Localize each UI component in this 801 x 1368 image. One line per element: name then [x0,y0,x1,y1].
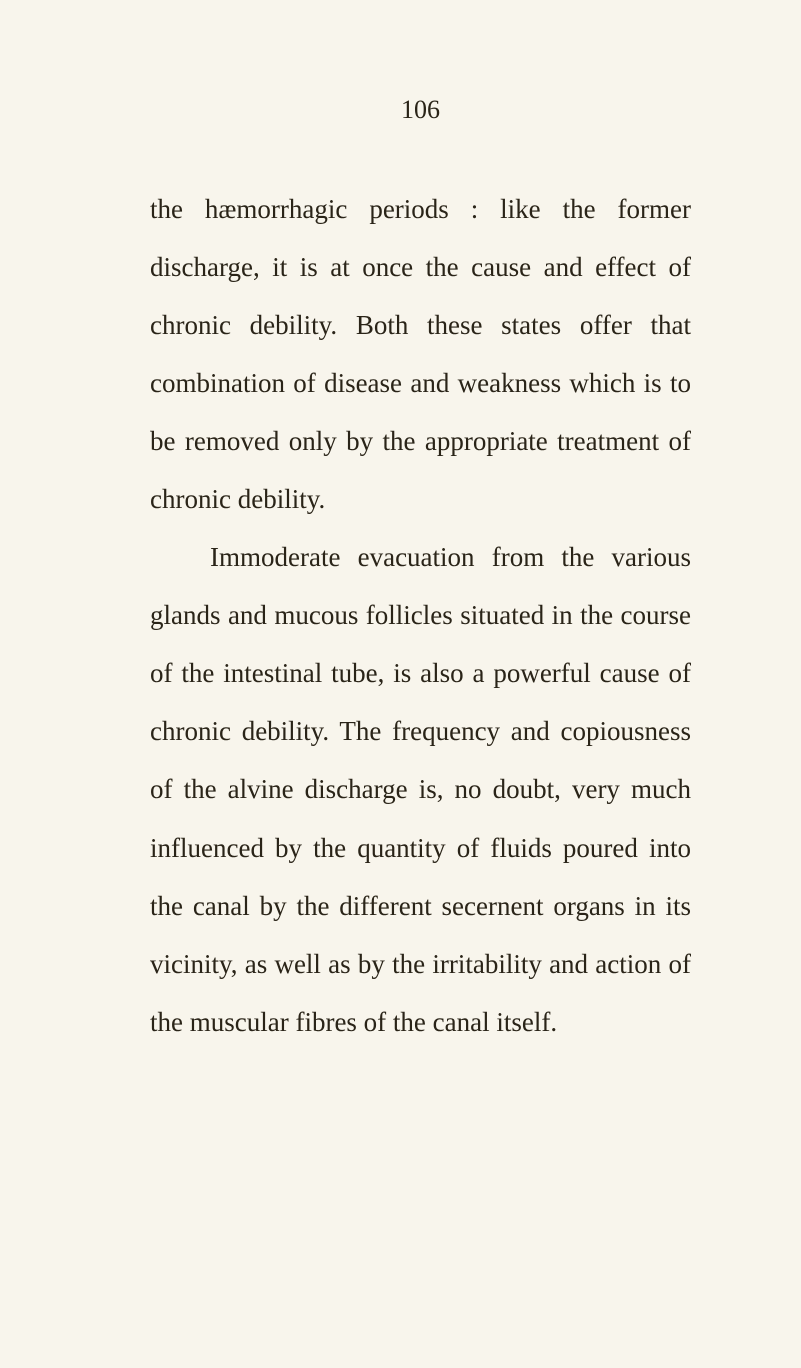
paragraph-2: Immoderate evacuation from the various g… [150,528,691,1050]
document-page: 106 the hæmorrhagic periods : like the f… [0,0,801,1368]
paragraph-1: the hæmorrhagic periods : like the forme… [150,180,691,528]
body-text-container: the hæmorrhagic periods : like the forme… [150,180,691,1051]
page-number: 106 [150,95,691,125]
